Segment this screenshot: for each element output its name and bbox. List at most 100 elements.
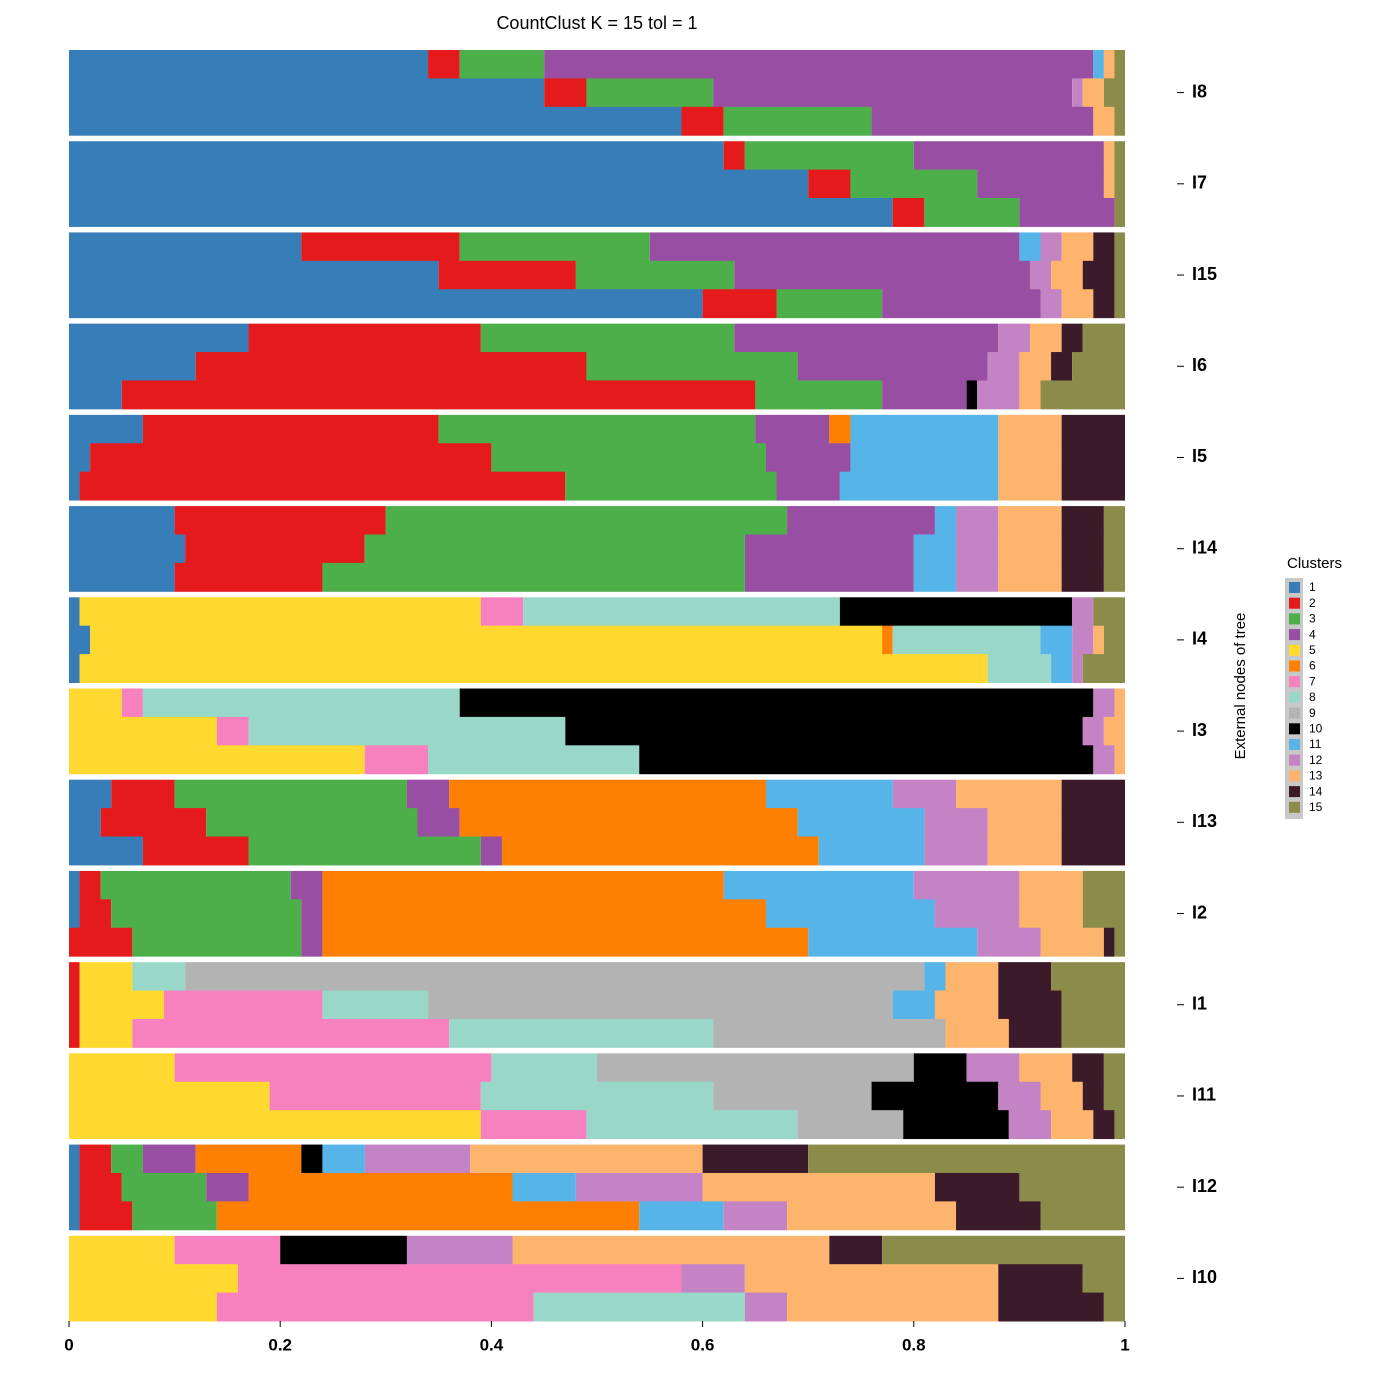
bar-segment xyxy=(945,962,999,992)
bar-segment xyxy=(744,1264,999,1294)
bar-segment xyxy=(417,808,460,838)
bar-segment xyxy=(1029,260,1052,290)
bar-segment xyxy=(998,1264,1083,1294)
bar-segment xyxy=(132,1018,450,1048)
bar-segment xyxy=(1082,716,1104,746)
bar-segment xyxy=(808,927,978,957)
bar-segment xyxy=(839,471,999,501)
bar-segment xyxy=(956,779,1062,809)
bar-segment xyxy=(69,50,429,79)
bar-segment xyxy=(69,1018,80,1048)
bar-segment xyxy=(69,962,80,992)
bar-segment xyxy=(533,1292,745,1322)
bar-segment xyxy=(69,779,112,809)
bar-segment xyxy=(787,506,935,535)
bar-segment xyxy=(755,380,883,410)
bar-segment xyxy=(850,443,999,473)
bar-segment xyxy=(248,323,481,353)
x-tick-label: 0.6 xyxy=(691,1335,715,1354)
bar-segment xyxy=(121,1172,207,1202)
bar-segment xyxy=(1114,289,1125,319)
bar-segment xyxy=(998,506,1062,535)
y-tick-label: I7 xyxy=(1192,173,1207,193)
bar-segment xyxy=(734,260,1030,290)
bar-segment xyxy=(501,836,819,866)
bar-segment xyxy=(322,927,809,957)
bar-segment xyxy=(882,625,893,655)
bar-segment xyxy=(69,471,80,501)
bar-segment xyxy=(438,260,576,290)
legend-swatch xyxy=(1289,676,1300,688)
bar-segment xyxy=(69,899,80,929)
legend-swatch xyxy=(1289,770,1300,782)
bar-segment xyxy=(702,1172,935,1202)
bar-segment xyxy=(829,414,851,444)
bar-segment xyxy=(1082,78,1104,108)
bar-segment xyxy=(111,899,302,929)
bar-segment xyxy=(216,1292,534,1322)
legend-swatch xyxy=(1289,786,1300,798)
bar-segment xyxy=(977,927,1041,957)
bar-segment xyxy=(998,471,1062,501)
bar-segment xyxy=(301,232,460,262)
legend-label: 14 xyxy=(1309,784,1323,798)
legend-label: 8 xyxy=(1309,690,1316,704)
bar-segment xyxy=(1103,78,1125,108)
bar-segment xyxy=(142,414,439,444)
bar-segment xyxy=(111,779,175,809)
y-tick-label: I10 xyxy=(1192,1267,1217,1287)
bar-segment xyxy=(1019,899,1083,929)
bar-segment xyxy=(69,870,80,900)
bar-segment xyxy=(79,471,566,501)
bar-segment xyxy=(797,1110,904,1140)
bar-segment xyxy=(491,1053,597,1083)
bar-segment xyxy=(1019,1053,1073,1083)
bar-segment xyxy=(882,289,1041,319)
bar-segment xyxy=(480,323,735,353)
bar-segment xyxy=(1082,1081,1104,1111)
bar-segment xyxy=(523,597,840,627)
bar-segment xyxy=(776,471,840,501)
bar-segment xyxy=(142,836,249,866)
bar-segment xyxy=(1114,1110,1125,1140)
bar-segment xyxy=(1061,808,1125,838)
bar-segment xyxy=(1061,534,1104,564)
bar-segment xyxy=(69,688,122,718)
bar-segment xyxy=(977,380,1020,410)
bar-segment xyxy=(1019,380,1041,410)
bar-segment xyxy=(892,625,1041,655)
bar-segment xyxy=(1061,836,1125,866)
bar-segment xyxy=(449,1018,714,1048)
y-tick-label: I6 xyxy=(1192,355,1207,375)
bar-segment xyxy=(301,899,323,929)
y-tick-label: I5 xyxy=(1192,446,1207,466)
bar-segment xyxy=(702,289,777,319)
bar-segment xyxy=(1114,106,1125,136)
bar-segment xyxy=(871,1081,999,1111)
bar-segment xyxy=(998,1292,1104,1322)
bar-segment xyxy=(69,232,302,262)
y-tick-label: I12 xyxy=(1192,1176,1217,1196)
bar-segment xyxy=(385,506,788,535)
bar-segment xyxy=(174,506,386,535)
bar-segment xyxy=(1114,927,1125,957)
bar-segment xyxy=(765,443,851,473)
bar-segment xyxy=(195,1144,302,1174)
bar-segment xyxy=(1093,745,1115,775)
bar-segment xyxy=(69,414,143,444)
bar-segment xyxy=(132,962,186,992)
bar-segment xyxy=(69,990,80,1020)
bar-segment xyxy=(998,443,1062,473)
bar-segment xyxy=(1103,562,1125,592)
bar-segment xyxy=(681,1264,745,1294)
chart-title: CountClust K = 15 tol = 1 xyxy=(496,13,697,33)
bar-segment xyxy=(406,1235,513,1265)
bar-segment xyxy=(1114,745,1125,775)
legend-label: 2 xyxy=(1309,596,1316,610)
bar-segment xyxy=(69,1110,481,1140)
bar-segment xyxy=(69,380,122,410)
bar-segment xyxy=(1093,1110,1115,1140)
bar-segment xyxy=(1040,289,1062,319)
bar-segment xyxy=(882,380,967,410)
